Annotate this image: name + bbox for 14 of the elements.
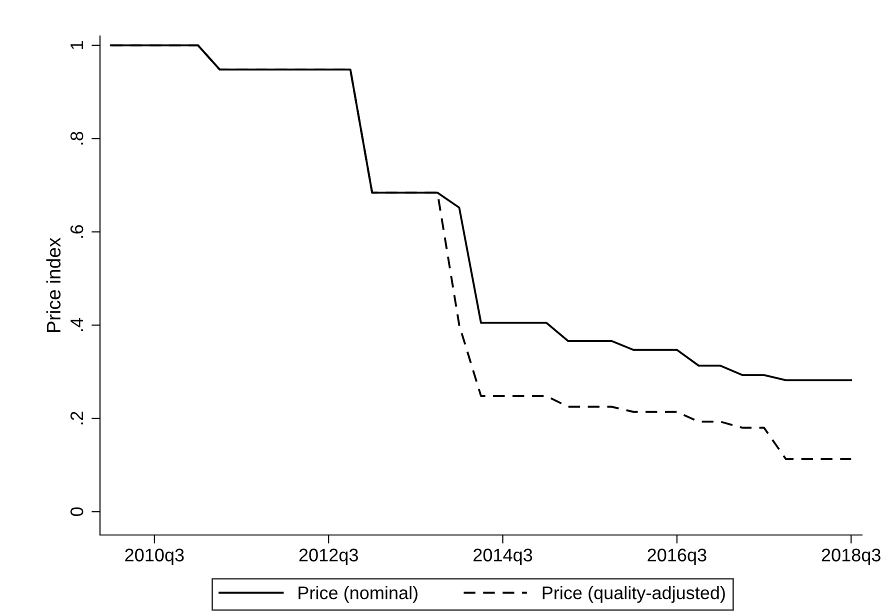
y-tick-label: .4 (70, 318, 84, 332)
y-tick-label: .2 (70, 412, 84, 424)
x-tick-label: 2018q3 (822, 548, 880, 566)
y-tick-label: 0 (70, 507, 84, 516)
legend-label: Price (nominal) (298, 586, 418, 603)
x-tick-label: 2014q3 (474, 548, 532, 566)
legend-label: Price (quality-adjusted) (542, 586, 725, 603)
x-tick-label: 2016q3 (648, 548, 706, 566)
x-tick-label: 2010q3 (125, 548, 184, 566)
y-tick-label: 1 (70, 41, 84, 49)
y-axis-title: Price index (46, 238, 61, 332)
x-tick-label: 2012q3 (299, 548, 358, 566)
y-tick-label: .8 (70, 132, 84, 144)
y-tick-label: .6 (70, 225, 84, 238)
